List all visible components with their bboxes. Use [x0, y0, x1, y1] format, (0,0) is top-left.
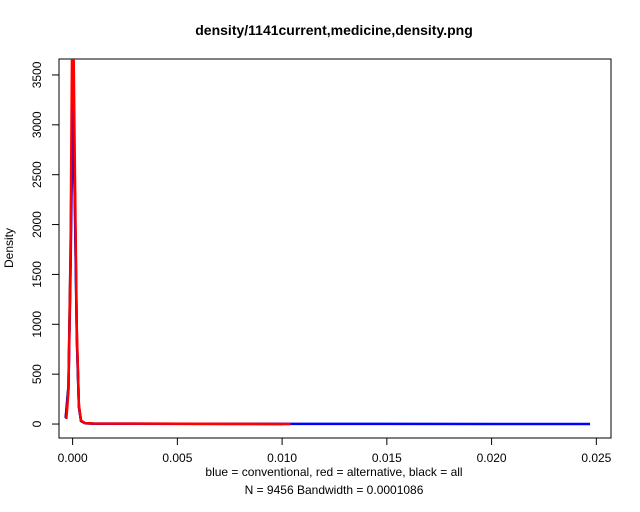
density-line-conventional: [64, 108, 591, 426]
x-tick-label: 0.005: [162, 451, 192, 465]
x-axis-label: blue = conventional, red = alternative, …: [205, 465, 462, 479]
x-axis: 0.000 0.005 0.010 0.015 0.020 0.025: [58, 437, 612, 465]
y-tick-label: 2500: [30, 161, 44, 188]
y-tick-label: 2000: [30, 211, 44, 238]
x-tick-label: 0.015: [372, 451, 402, 465]
plot-frame: [58, 58, 612, 439]
y-tick-label: 1000: [30, 311, 44, 338]
y-tick-label: 3000: [30, 111, 44, 138]
bandwidth-label: N = 9456 Bandwidth = 0.0001086: [245, 483, 424, 497]
y-tick-label: 500: [30, 364, 44, 384]
x-tick-label: 0.000: [58, 451, 88, 465]
y-tick-label: 0: [30, 420, 44, 427]
y-tick-label: 1500: [30, 261, 44, 288]
y-axis: 0 500 1000 1500 2000 2500 3000 3500: [30, 61, 60, 427]
density-line-all: [64, 88, 283, 426]
x-tick-label: 0.025: [581, 451, 611, 465]
x-tick-label: 0.010: [267, 451, 297, 465]
chart-title: density/1141current,medicine,density.png: [195, 22, 473, 38]
y-tick-label: 3500: [30, 61, 44, 88]
x-tick-label: 0.020: [477, 451, 507, 465]
y-axis-label: Density: [2, 228, 16, 268]
series-layer: [64, 59, 591, 426]
density-line-alternative: [65, 59, 291, 426]
